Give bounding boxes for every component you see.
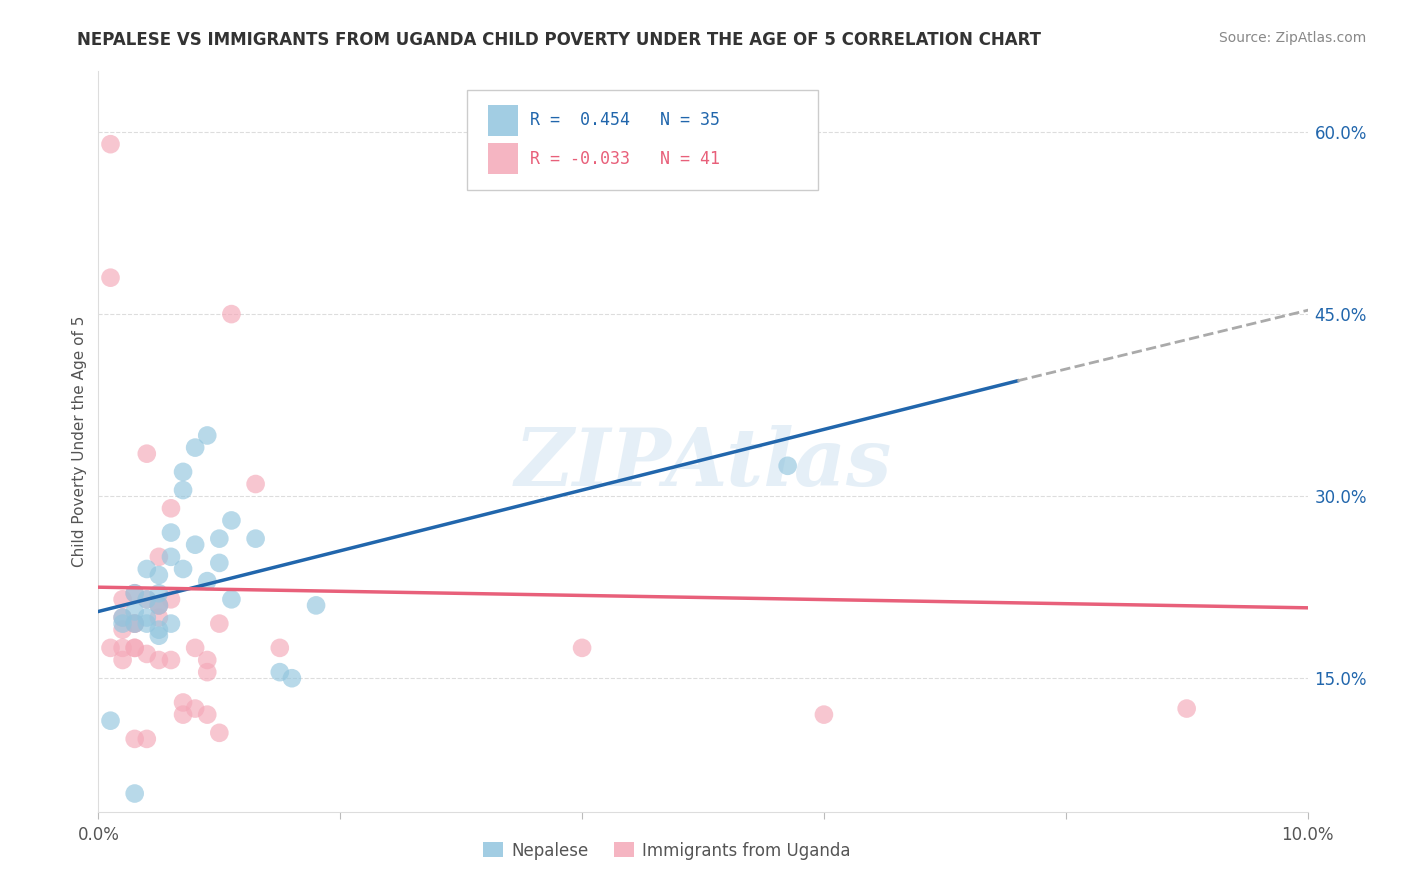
Point (124, 640, 146, 655)
Point (135, 592, 157, 607)
Point (184, 538, 207, 552)
Point (148, 586, 170, 600)
Point (100, 640, 122, 655)
Point (135, 616, 157, 631)
Point (111, 616, 134, 631)
Point (221, 592, 243, 607)
Point (160, 525, 183, 540)
Point (184, 441, 207, 455)
Point (100, 270, 122, 285)
Point (148, 549, 170, 564)
Point (305, 599, 328, 613)
Point (208, 616, 231, 631)
Point (148, 623, 170, 637)
Bar (488, 144, 517, 174)
Point (281, 671, 304, 685)
Point (172, 707, 194, 722)
Point (195, 574, 218, 588)
Point (135, 447, 157, 461)
Point (195, 707, 218, 722)
Point (571, 640, 593, 655)
Point (135, 731, 157, 746)
Point (124, 616, 146, 631)
Point (195, 428, 218, 442)
Point (245, 477, 267, 491)
Point (111, 592, 134, 607)
Point (148, 599, 170, 613)
Point (172, 562, 194, 576)
Point (1175, 701, 1198, 715)
Point (111, 610, 134, 624)
Point (135, 562, 157, 576)
Point (813, 707, 835, 722)
Point (111, 640, 134, 655)
Text: Source: ZipAtlas.com: Source: ZipAtlas.com (1219, 31, 1367, 45)
Point (124, 586, 146, 600)
Point (148, 599, 170, 613)
Point (111, 623, 134, 637)
Point (184, 640, 207, 655)
Bar (488, 104, 517, 136)
Point (221, 513, 243, 527)
Point (160, 616, 183, 631)
Point (148, 568, 170, 582)
Text: NEPALESE VS IMMIGRANTS FROM UGANDA CHILD POVERTY UNDER THE AGE OF 5 CORRELATION : NEPALESE VS IMMIGRANTS FROM UGANDA CHILD… (77, 31, 1042, 49)
Point (124, 640, 146, 655)
Point (111, 653, 134, 667)
Text: ZIPAtlas: ZIPAtlas (515, 425, 891, 502)
Point (100, 137, 122, 152)
Text: R =  0.454   N = 35: R = 0.454 N = 35 (530, 112, 720, 129)
Point (160, 653, 183, 667)
Point (269, 640, 291, 655)
Point (245, 532, 267, 546)
Point (135, 592, 157, 607)
Point (221, 307, 243, 321)
Point (172, 483, 194, 497)
Point (776, 458, 799, 473)
Point (184, 701, 207, 715)
Point (172, 465, 194, 479)
Point (124, 787, 146, 801)
Point (148, 653, 170, 667)
Point (269, 665, 291, 680)
Point (124, 586, 146, 600)
Point (195, 653, 218, 667)
Point (148, 629, 170, 643)
Legend: Nepalese, Immigrants from Uganda: Nepalese, Immigrants from Uganda (477, 835, 858, 866)
Point (148, 599, 170, 613)
Point (124, 731, 146, 746)
Point (148, 610, 170, 624)
Point (208, 726, 231, 740)
Point (124, 616, 146, 631)
Point (124, 616, 146, 631)
Point (160, 549, 183, 564)
Point (172, 696, 194, 710)
Y-axis label: Child Poverty Under the Age of 5: Child Poverty Under the Age of 5 (72, 316, 87, 567)
Point (135, 610, 157, 624)
Point (208, 532, 231, 546)
Point (195, 665, 218, 680)
Point (160, 592, 183, 607)
Text: R = -0.033   N = 41: R = -0.033 N = 41 (530, 150, 720, 168)
Point (208, 556, 231, 570)
Point (160, 501, 183, 516)
Point (135, 647, 157, 661)
FancyBboxPatch shape (467, 90, 818, 190)
Point (111, 610, 134, 624)
Point (100, 714, 122, 728)
Point (124, 604, 146, 618)
